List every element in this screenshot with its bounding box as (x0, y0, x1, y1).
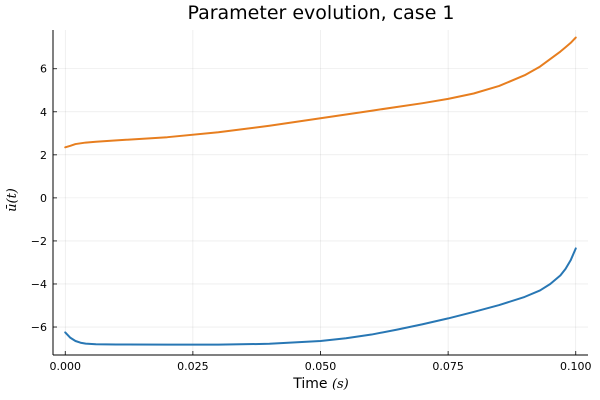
y-tick-label: 2 (40, 149, 47, 162)
y-tick-label: −6 (31, 321, 47, 334)
x-axis-label-unit: (s) (332, 377, 349, 392)
y-ticks: −6 −4 −2 0 2 4 6 (31, 63, 57, 334)
x-ticks: 0.000 0.025 0.050 0.075 0.100 (50, 351, 592, 373)
series-line-1 (64, 247, 577, 346)
chart-title: Parameter evolution, case 1 (187, 2, 454, 24)
y-axis-label: ū(t) (5, 188, 20, 212)
series-line-2 (64, 36, 577, 149)
x-axis-label: Time (s) (292, 376, 349, 392)
x-tick-label: 0.000 (50, 360, 82, 373)
series-group (64, 36, 577, 346)
grid-lines (53, 30, 588, 355)
x-tick-label: 0.050 (305, 360, 337, 373)
y-tick-label: 4 (40, 106, 47, 119)
x-tick-label: 0.100 (560, 360, 592, 373)
y-tick-label: −4 (31, 278, 47, 291)
x-tick-label: 0.025 (177, 360, 209, 373)
y-tick-label: −2 (31, 235, 47, 248)
y-tick-label: 6 (40, 63, 47, 76)
y-tick-label: 0 (40, 192, 47, 205)
x-tick-label: 0.075 (432, 360, 464, 373)
